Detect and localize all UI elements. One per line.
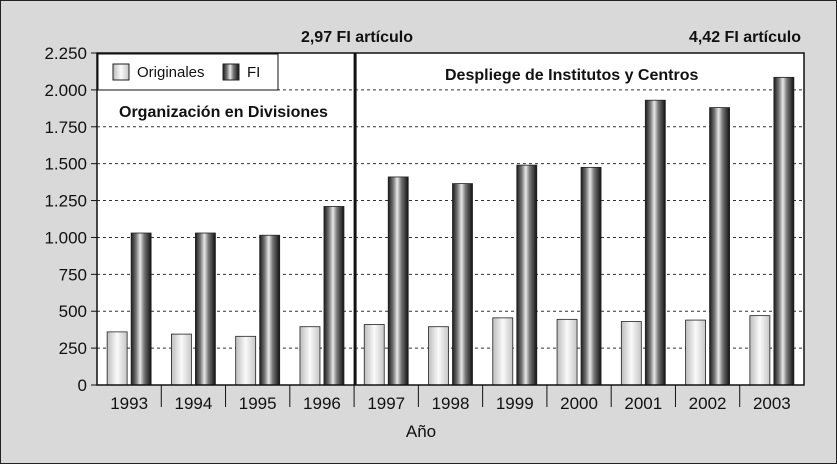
- x-tick-label: 1998: [432, 394, 470, 413]
- bar-originales-1993: [106, 331, 128, 386]
- bar-fi-2002: [709, 107, 730, 386]
- legend-label-originales: Originales: [137, 64, 205, 81]
- y-tick-label: 1.250: [44, 192, 87, 211]
- y-tick-label: 250: [59, 339, 87, 358]
- bar-originales-2003: [749, 315, 771, 386]
- annotation-left-region: Organización en Divisiones: [119, 104, 328, 121]
- y-tick-label: 2.250: [44, 44, 87, 63]
- bar-originales-1994: [171, 333, 192, 386]
- bar-fi-1998: [452, 183, 473, 386]
- bar-fi-1999: [516, 164, 538, 386]
- y-tick-label: 1.750: [44, 118, 87, 137]
- legend: Originales FI: [97, 53, 279, 91]
- y-tick-label: 0: [78, 376, 87, 395]
- x-tick-label: 1999: [496, 394, 534, 413]
- bar-fi-2001: [644, 99, 666, 386]
- bar-originales-1998: [428, 326, 449, 386]
- x-axis-title: Año: [406, 422, 436, 441]
- bar-fi-1996: [323, 206, 345, 386]
- bar-fi-1997: [387, 176, 409, 386]
- annotation-right-top: 4,42 FI artículo: [689, 29, 801, 46]
- x-axis-ticks: 1993 1994 1995 1996 1997 1998 1999 2000 2001 2002…: [110, 385, 791, 413]
- bar-fi-2000: [580, 166, 602, 386]
- legend-swatch-fi: [222, 63, 240, 81]
- bar-fi-1994: [195, 232, 216, 386]
- x-tick-label: 1995: [239, 394, 277, 413]
- y-tick-label: 750: [59, 265, 87, 284]
- bar-originales-1996: [299, 326, 321, 386]
- bar-originales-2002: [685, 319, 706, 386]
- x-tick-label: 1993: [110, 394, 148, 413]
- x-tick-label: 2003: [753, 394, 791, 413]
- bar-fi-2003: [773, 76, 795, 386]
- y-axis-ticks: 0 250 500 750 1.000 1.250 1.500 1.750 2.000 2.250: [44, 44, 97, 395]
- bar-originales-1999: [492, 317, 514, 386]
- y-tick-label: 1.000: [44, 228, 87, 247]
- y-tick-label: 1.500: [44, 155, 87, 174]
- x-tick-label: 1997: [367, 394, 405, 413]
- legend-label-fi: FI: [247, 64, 260, 81]
- plot-border: [96, 52, 805, 386]
- x-tick-label: 2002: [689, 394, 727, 413]
- y-tick-label: 2.000: [44, 81, 87, 100]
- x-tick-label: 2001: [624, 394, 662, 413]
- x-tick-label: 2000: [560, 394, 598, 413]
- bar-originales-2001: [620, 321, 642, 386]
- bars: [106, 76, 795, 386]
- x-tick-label: 1996: [303, 394, 341, 413]
- legend-swatch-originales: [112, 63, 130, 81]
- y-tick-label: 500: [59, 302, 87, 321]
- x-tick-label: 1994: [174, 394, 212, 413]
- bar-originales-2000: [556, 318, 578, 386]
- annotation-right-region: Despliege de Institutos y Centros: [445, 67, 698, 84]
- bar-originales-1995: [235, 335, 257, 386]
- annotation-left-top: 2,97 FI artículo: [301, 29, 413, 46]
- bar-originales-1997: [363, 324, 385, 386]
- bar-fi-1993: [130, 232, 152, 386]
- bar-fi-1995: [259, 234, 281, 386]
